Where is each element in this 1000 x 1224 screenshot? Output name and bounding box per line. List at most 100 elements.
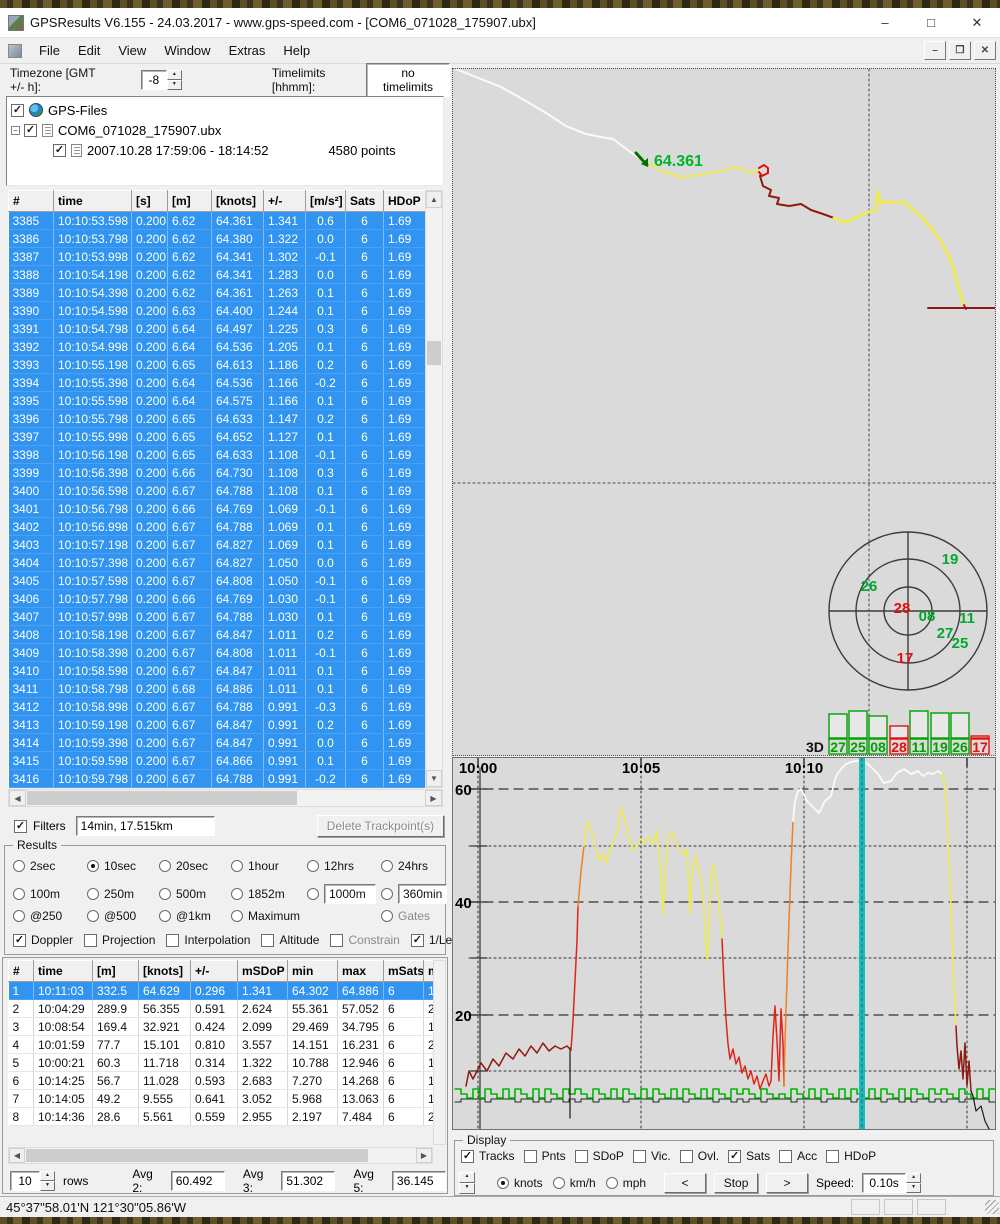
table-row[interactable]: 3397 10:10:55.998 0.200 6.65 64.652 1.127 0.1 6…: [8, 427, 426, 446]
scroll-down-icon[interactable]: ▼: [426, 770, 442, 787]
filters-checkbox[interactable]: [14, 819, 27, 833]
rows-value[interactable]: 10: [10, 1171, 40, 1191]
radio-circle-icon[interactable]: [552, 1177, 565, 1189]
mdi-close-button[interactable]: ✕: [974, 41, 996, 60]
table-row[interactable]: 3405 10:10:57.598 0.200 6.67 64.808 1.050 -0.1…: [8, 571, 426, 590]
results-vscrollbar[interactable]: [433, 960, 446, 1145]
radio--1km[interactable]: @1km: [159, 909, 231, 923]
table-row[interactable]: 3386 10:10:53.798 0.200 6.62 64.380 1.322 0.0 6…: [8, 229, 426, 248]
table-row[interactable]: 4 10:01:59 77.7 15.101 0.810 3.557 14.151 16.23…: [8, 1035, 434, 1054]
column-header[interactable]: #: [8, 960, 34, 982]
radio-circle-icon[interactable]: [231, 860, 243, 872]
mdi-minimize-button[interactable]: –: [924, 41, 946, 60]
radio-circle-icon[interactable]: [159, 888, 171, 900]
checkbox-box-icon[interactable]: [679, 1149, 693, 1163]
table-row[interactable]: 3398 10:10:56.198 0.200 6.65 64.633 1.108 -0.1…: [8, 445, 426, 464]
table-row[interactable]: 3395 10:10:55.598 0.200 6.64 64.575 1.166 0.1 6…: [8, 391, 426, 410]
radio-circle-icon[interactable]: [307, 860, 319, 872]
radio-circle-icon[interactable]: [159, 860, 171, 872]
menu-window[interactable]: Window: [164, 43, 211, 58]
menu-file[interactable]: File: [39, 43, 60, 58]
checkbox-projection[interactable]: Projection: [84, 933, 155, 947]
scroll-up-icon[interactable]: ▲: [426, 191, 442, 208]
table-row[interactable]: 3411 10:10:58.798 0.200 6.68 64.886 1.011 0.1 6…: [8, 679, 426, 698]
table-row[interactable]: 3406 10:10:57.798 0.200 6.66 64.769 1.030 -0.1…: [8, 589, 426, 608]
table-row[interactable]: 3410 10:10:58.598 0.200 6.67 64.847 1.011 0.1 6…: [8, 661, 426, 680]
checkbox-1-leg[interactable]: 1/Leg: [410, 933, 459, 947]
menu-view[interactable]: View: [118, 43, 147, 58]
checkbox-sats[interactable]: Sats: [728, 1149, 770, 1163]
column-header[interactable]: time: [33, 960, 93, 982]
table-row[interactable]: 2 10:04:29 289.9 56.355 0.591 2.624 55.361 57.0…: [8, 999, 434, 1018]
checkbox-box-icon[interactable]: [574, 1149, 588, 1163]
tree-item-file[interactable]: − COM6_071028_175907.ubx: [11, 120, 443, 140]
radio-circle-icon[interactable]: [307, 888, 319, 900]
radio-10sec[interactable]: 10sec: [87, 859, 159, 873]
checkbox-box-icon[interactable]: [166, 933, 180, 947]
radio-1852m[interactable]: 1852m: [231, 887, 307, 901]
checkbox-pnts[interactable]: Pnts: [523, 1149, 566, 1163]
scroll-right-icon[interactable]: ▶: [425, 790, 442, 806]
avg3-value[interactable]: 51.302: [281, 1171, 336, 1191]
speed-spinner[interactable]: 0.10s ▲ ▼: [862, 1173, 922, 1193]
column-header[interactable]: min: [287, 960, 338, 982]
radio-circle-icon[interactable]: [87, 888, 99, 900]
table-row[interactable]: 7 10:14:05 49.2 9.555 0.641 3.052 5.968 13.063 6…: [8, 1089, 434, 1108]
checkbox-box-icon[interactable]: [826, 1149, 840, 1163]
radio--250[interactable]: @250: [13, 909, 87, 923]
results-hscrollbar[interactable]: ◀ ▶: [8, 1147, 433, 1164]
table-row[interactable]: 1 10:11:03 332.5 64.629 0.296 1.341 64.302 64.8…: [8, 981, 434, 1000]
table-row[interactable]: 3412 10:10:58.998 0.200 6.67 64.788 0.991 -0.3…: [8, 697, 426, 716]
radio-360min[interactable]: 360min: [381, 884, 447, 904]
table-row[interactable]: 3396 10:10:55.798 0.200 6.65 64.633 1.147 0.2 6…: [8, 409, 426, 428]
checkbox-acc[interactable]: Acc: [779, 1149, 817, 1163]
mdi-restore-button[interactable]: ❐: [949, 41, 971, 60]
column-header[interactable]: m: [423, 960, 434, 982]
step-forward-button[interactable]: >: [766, 1173, 809, 1193]
checkbox-box-icon[interactable]: [261, 933, 275, 947]
step-back-button[interactable]: <: [664, 1173, 707, 1193]
spin-down-icon[interactable]: ▼: [906, 1183, 922, 1193]
scrollbar-thumb[interactable]: [26, 1149, 368, 1162]
radio-circle-icon[interactable]: [13, 860, 25, 872]
filters-value[interactable]: 14min, 17.515km: [75, 816, 215, 836]
column-header[interactable]: time: [53, 190, 132, 212]
maximize-button[interactable]: □: [927, 15, 935, 30]
column-header[interactable]: +/-: [190, 960, 238, 982]
radio-circle-icon[interactable]: [231, 888, 243, 900]
table-row[interactable]: 3407 10:10:57.998 0.200 6.67 64.788 1.030 0.1 6…: [8, 607, 426, 626]
menu-help[interactable]: Help: [283, 43, 311, 58]
column-header[interactable]: HDoP: [383, 190, 426, 212]
track-map-view[interactable]: 64.361 19 26 28 08 11 27 25 17 27 25 08 28 11 19 26 17 3D: [452, 68, 996, 756]
column-header[interactable]: +/-: [263, 190, 306, 212]
column-header[interactable]: [knots]: [138, 960, 191, 982]
radio-km-h[interactable]: km/h: [552, 1176, 596, 1190]
column-header[interactable]: max: [337, 960, 384, 982]
checkbox-altitude[interactable]: Altitude: [261, 933, 319, 947]
trackpoints-hscrollbar[interactable]: ◀ ▶: [8, 789, 443, 807]
spin-up-icon[interactable]: ▲: [906, 1173, 922, 1183]
radio-maximum[interactable]: Maximum: [231, 909, 307, 923]
radio-20sec[interactable]: 20sec: [159, 859, 231, 873]
table-row[interactable]: 5 10:00:21 60.3 11.718 0.314 1.322 10.788 12.94…: [8, 1053, 434, 1072]
tree-item-root[interactable]: GPS-Files: [11, 100, 443, 120]
menu-edit[interactable]: Edit: [77, 43, 101, 58]
delete-trackpoints-button[interactable]: Delete Trackpoint(s): [316, 815, 444, 837]
spin-up-icon[interactable]: ▲: [166, 70, 182, 80]
checkbox-box-icon[interactable]: [13, 933, 26, 947]
radio-circle-icon[interactable]: [497, 1177, 509, 1189]
column-header[interactable]: [m]: [167, 190, 212, 212]
checkbox-hdop[interactable]: HDoP: [826, 1149, 876, 1163]
table-row[interactable]: 3389 10:10:54.398 0.200 6.62 64.361 1.263 0.1 6…: [8, 283, 426, 302]
results-table[interactable]: #time[m][knots]+/-mSDoPminmaxmSatsm110:1…: [8, 960, 434, 1126]
timezone-value[interactable]: -8: [140, 70, 167, 90]
radio-1hour[interactable]: 1hour: [231, 859, 307, 873]
rows-spinner[interactable]: 10 ▲ ▼: [10, 1171, 55, 1191]
table-row[interactable]: 3402 10:10:56.998 0.200 6.67 64.788 1.069 0.1 6…: [8, 517, 426, 536]
spin-up-icon[interactable]: ▲: [40, 1171, 55, 1181]
speed-graph-view[interactable]: 10:00 10:05 10:10 60 40 20: [452, 757, 996, 1132]
table-row[interactable]: 3393 10:10:55.198 0.200 6.65 64.613 1.186 0.2 6…: [8, 355, 426, 374]
table-row[interactable]: 3403 10:10:57.198 0.200 6.67 64.827 1.069 0.1 6…: [8, 535, 426, 554]
radio-circle-icon[interactable]: [13, 910, 25, 922]
checkbox-vic-[interactable]: Vic.: [632, 1149, 671, 1163]
